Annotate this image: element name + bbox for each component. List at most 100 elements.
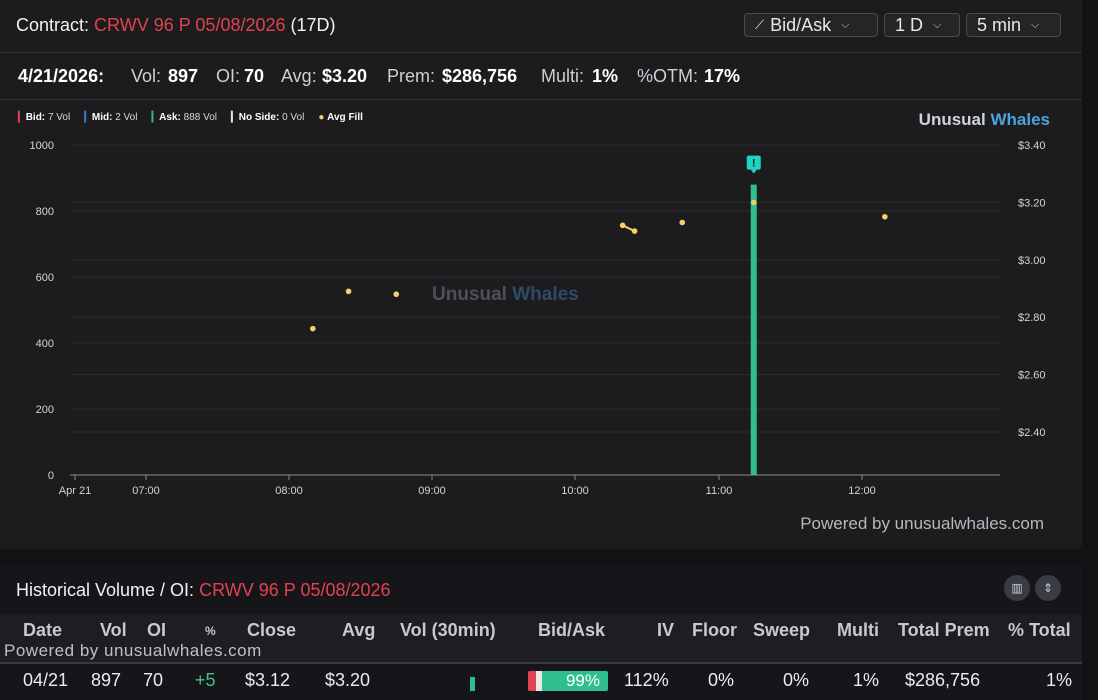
bidask-bar: 99% bbox=[528, 671, 608, 691]
legend-ask[interactable]: ▎Ask: 888 Vol bbox=[151, 112, 218, 123]
y-left-tick-label: 400 bbox=[36, 338, 54, 350]
vol30-bar bbox=[470, 677, 475, 691]
bidask-value: 99% bbox=[565, 671, 600, 690]
y-left-tick-label: 600 bbox=[36, 272, 54, 284]
contract-title: Contract: CRWV 96 P 05/08/2026 (17D) bbox=[16, 15, 336, 36]
avg-fill-point bbox=[750, 199, 757, 206]
unusual-marker bbox=[746, 155, 761, 170]
multi-label: Multi: bbox=[541, 66, 585, 86]
marker-label: ! bbox=[752, 158, 756, 170]
otm-value: 17% bbox=[704, 66, 741, 86]
avg-fill-point bbox=[619, 222, 626, 229]
legend-avgfill[interactable]: ● Avg Fill bbox=[318, 112, 363, 123]
prem-label: Prem: bbox=[387, 66, 436, 86]
col-multi[interactable]: Multi bbox=[837, 620, 879, 640]
avg-value: $3.20 bbox=[322, 66, 368, 86]
x-tick-label: 07:00 bbox=[132, 485, 160, 497]
col-sweep[interactable]: Sweep bbox=[753, 620, 811, 640]
y-right-tick-label: $2.60 bbox=[1018, 370, 1046, 382]
sort-icon[interactable]: ⇕ bbox=[1035, 575, 1061, 601]
cell-vol: 897 bbox=[91, 670, 122, 690]
vol-label: Vol: bbox=[131, 66, 162, 86]
avg-label: Avg: bbox=[281, 66, 317, 86]
cell-oi: 70 bbox=[143, 670, 164, 690]
cell-avg: $3.20 bbox=[325, 670, 371, 690]
bid-ask-chart[interactable]: 1000 800 600 400 200 0 $3.40 $3.20 $3.00 $2.80 $2.… bbox=[0, 130, 1082, 500]
avg-fill-point bbox=[882, 213, 888, 220]
chevron-down-icon: ⌵ bbox=[1031, 18, 1040, 31]
powered-by: Powered by unusualwhales.com bbox=[800, 514, 1044, 533]
col-close[interactable]: Close bbox=[247, 620, 297, 640]
brand-logo: Unusual Whales bbox=[918, 110, 1050, 129]
view-dropdown[interactable]: ⟋ Bid/Ask ⌵ bbox=[744, 13, 878, 37]
col-pct-total[interactable]: % Total bbox=[1008, 620, 1071, 640]
historical-contract: CRWV 96 P 05/08/2026 bbox=[199, 580, 391, 600]
cell-iv: 112% bbox=[624, 670, 669, 690]
x-tick-label: 11:00 bbox=[706, 485, 733, 497]
chevron-down-icon: ⌵ bbox=[841, 18, 850, 31]
legend-mid[interactable]: ▎Mid: 2 Vol bbox=[84, 112, 138, 123]
oi-label: OI: bbox=[216, 66, 241, 86]
stats-bar: 4/21/2026: Vol: 897 OI: 70 Avg: $3.20 Pr… bbox=[0, 53, 1082, 100]
days-to-expiry: (17D) bbox=[290, 15, 336, 35]
col-vol[interactable]: Vol bbox=[100, 620, 127, 640]
chart-legend: ▎Bid: 7 Vol ▎Mid: 2 Vol ▎Ask: 888 Vol ▎N… bbox=[18, 112, 363, 123]
cell-multi: 1% bbox=[853, 670, 880, 690]
avg-fill-point bbox=[631, 228, 638, 234]
otm-label: %OTM: bbox=[637, 66, 698, 86]
x-tick-label: 08:00 bbox=[275, 485, 303, 497]
col-oi[interactable]: OI bbox=[147, 620, 167, 640]
col-bidask[interactable]: Bid/Ask bbox=[538, 620, 606, 640]
cell-pct: +5 bbox=[195, 670, 216, 690]
table-watermark: Powered by unusualwhales.com bbox=[4, 641, 262, 660]
x-tick-label: Apr 21 bbox=[59, 485, 91, 497]
cell-date: 04/21 bbox=[23, 670, 69, 690]
chart-watermark: Unusual Whales bbox=[432, 284, 579, 305]
avg-fill-point bbox=[679, 219, 686, 226]
y-left-tick-label: 800 bbox=[36, 206, 54, 218]
col-vol30[interactable]: Vol (30min) bbox=[400, 620, 496, 640]
x-tick-label: 10:00 bbox=[561, 485, 589, 497]
stats-date: 4/21/2026: bbox=[18, 66, 105, 86]
cell-pct-total: 1% bbox=[1046, 670, 1073, 690]
range-dropdown-label: 1 D bbox=[895, 14, 924, 35]
col-avg[interactable]: Avg bbox=[342, 620, 376, 640]
contract-bar: Contract: CRWV 96 P 05/08/2026 (17D) ⟋ B… bbox=[0, 0, 1082, 53]
historical-title: Historical Volume / OI: CRWV 96 P 05/08/… bbox=[16, 580, 391, 600]
legend-bid[interactable]: ▎Bid: 7 Vol bbox=[18, 112, 71, 123]
cell-sweep: 0% bbox=[783, 670, 810, 690]
interval-dropdown[interactable]: 5 min ⌵ bbox=[966, 13, 1061, 37]
y-right-tick-label: $3.40 bbox=[1018, 140, 1046, 152]
oi-value: 70 bbox=[244, 66, 265, 86]
col-pct[interactable]: % bbox=[205, 624, 216, 638]
chart-type-icon: ⟋ bbox=[755, 17, 765, 32]
cell-close: $3.12 bbox=[245, 670, 291, 690]
table-header: Date Vol OI % Close Avg Vol (30min) Bid/… bbox=[0, 614, 1082, 664]
y-left-tick-label: 1000 bbox=[30, 140, 54, 152]
ask-volume-bar bbox=[750, 184, 757, 475]
y-right-tick-label: $2.80 bbox=[1018, 312, 1046, 324]
contract-name[interactable]: CRWV 96 P 05/08/2026 bbox=[94, 15, 286, 35]
chevron-down-icon: ⌵ bbox=[933, 18, 942, 31]
y-left-tick-label: 200 bbox=[36, 404, 54, 416]
marker-pointer bbox=[750, 169, 757, 174]
y-left-tick-label: 0 bbox=[48, 470, 54, 482]
col-total-prem[interactable]: Total Prem bbox=[898, 620, 990, 640]
legend-noside[interactable]: ▎No Side: 0 Vol bbox=[231, 112, 305, 123]
y-right-tick-label: $3.20 bbox=[1018, 197, 1046, 209]
col-iv[interactable]: IV bbox=[657, 620, 675, 640]
contract-label: Contract: bbox=[16, 15, 90, 35]
col-floor[interactable]: Floor bbox=[692, 620, 737, 640]
avg-fill-point bbox=[345, 288, 352, 295]
x-tick-label: 12:00 bbox=[848, 485, 876, 497]
historical-section: Historical Volume / OI: CRWV 96 P 05/08/… bbox=[0, 566, 1082, 700]
settings-icon[interactable]: ▥ bbox=[1004, 575, 1030, 601]
y-right-tick-label: $2.40 bbox=[1018, 427, 1046, 439]
x-tick-label: 09:00 bbox=[418, 485, 446, 497]
col-date[interactable]: Date bbox=[23, 620, 63, 640]
cell-floor: 0% bbox=[708, 670, 735, 690]
interval-dropdown-label: 5 min bbox=[977, 14, 1022, 35]
avg-fill-point bbox=[310, 325, 316, 332]
avg-fill-point bbox=[393, 291, 400, 298]
range-dropdown[interactable]: 1 D ⌵ bbox=[884, 13, 960, 37]
